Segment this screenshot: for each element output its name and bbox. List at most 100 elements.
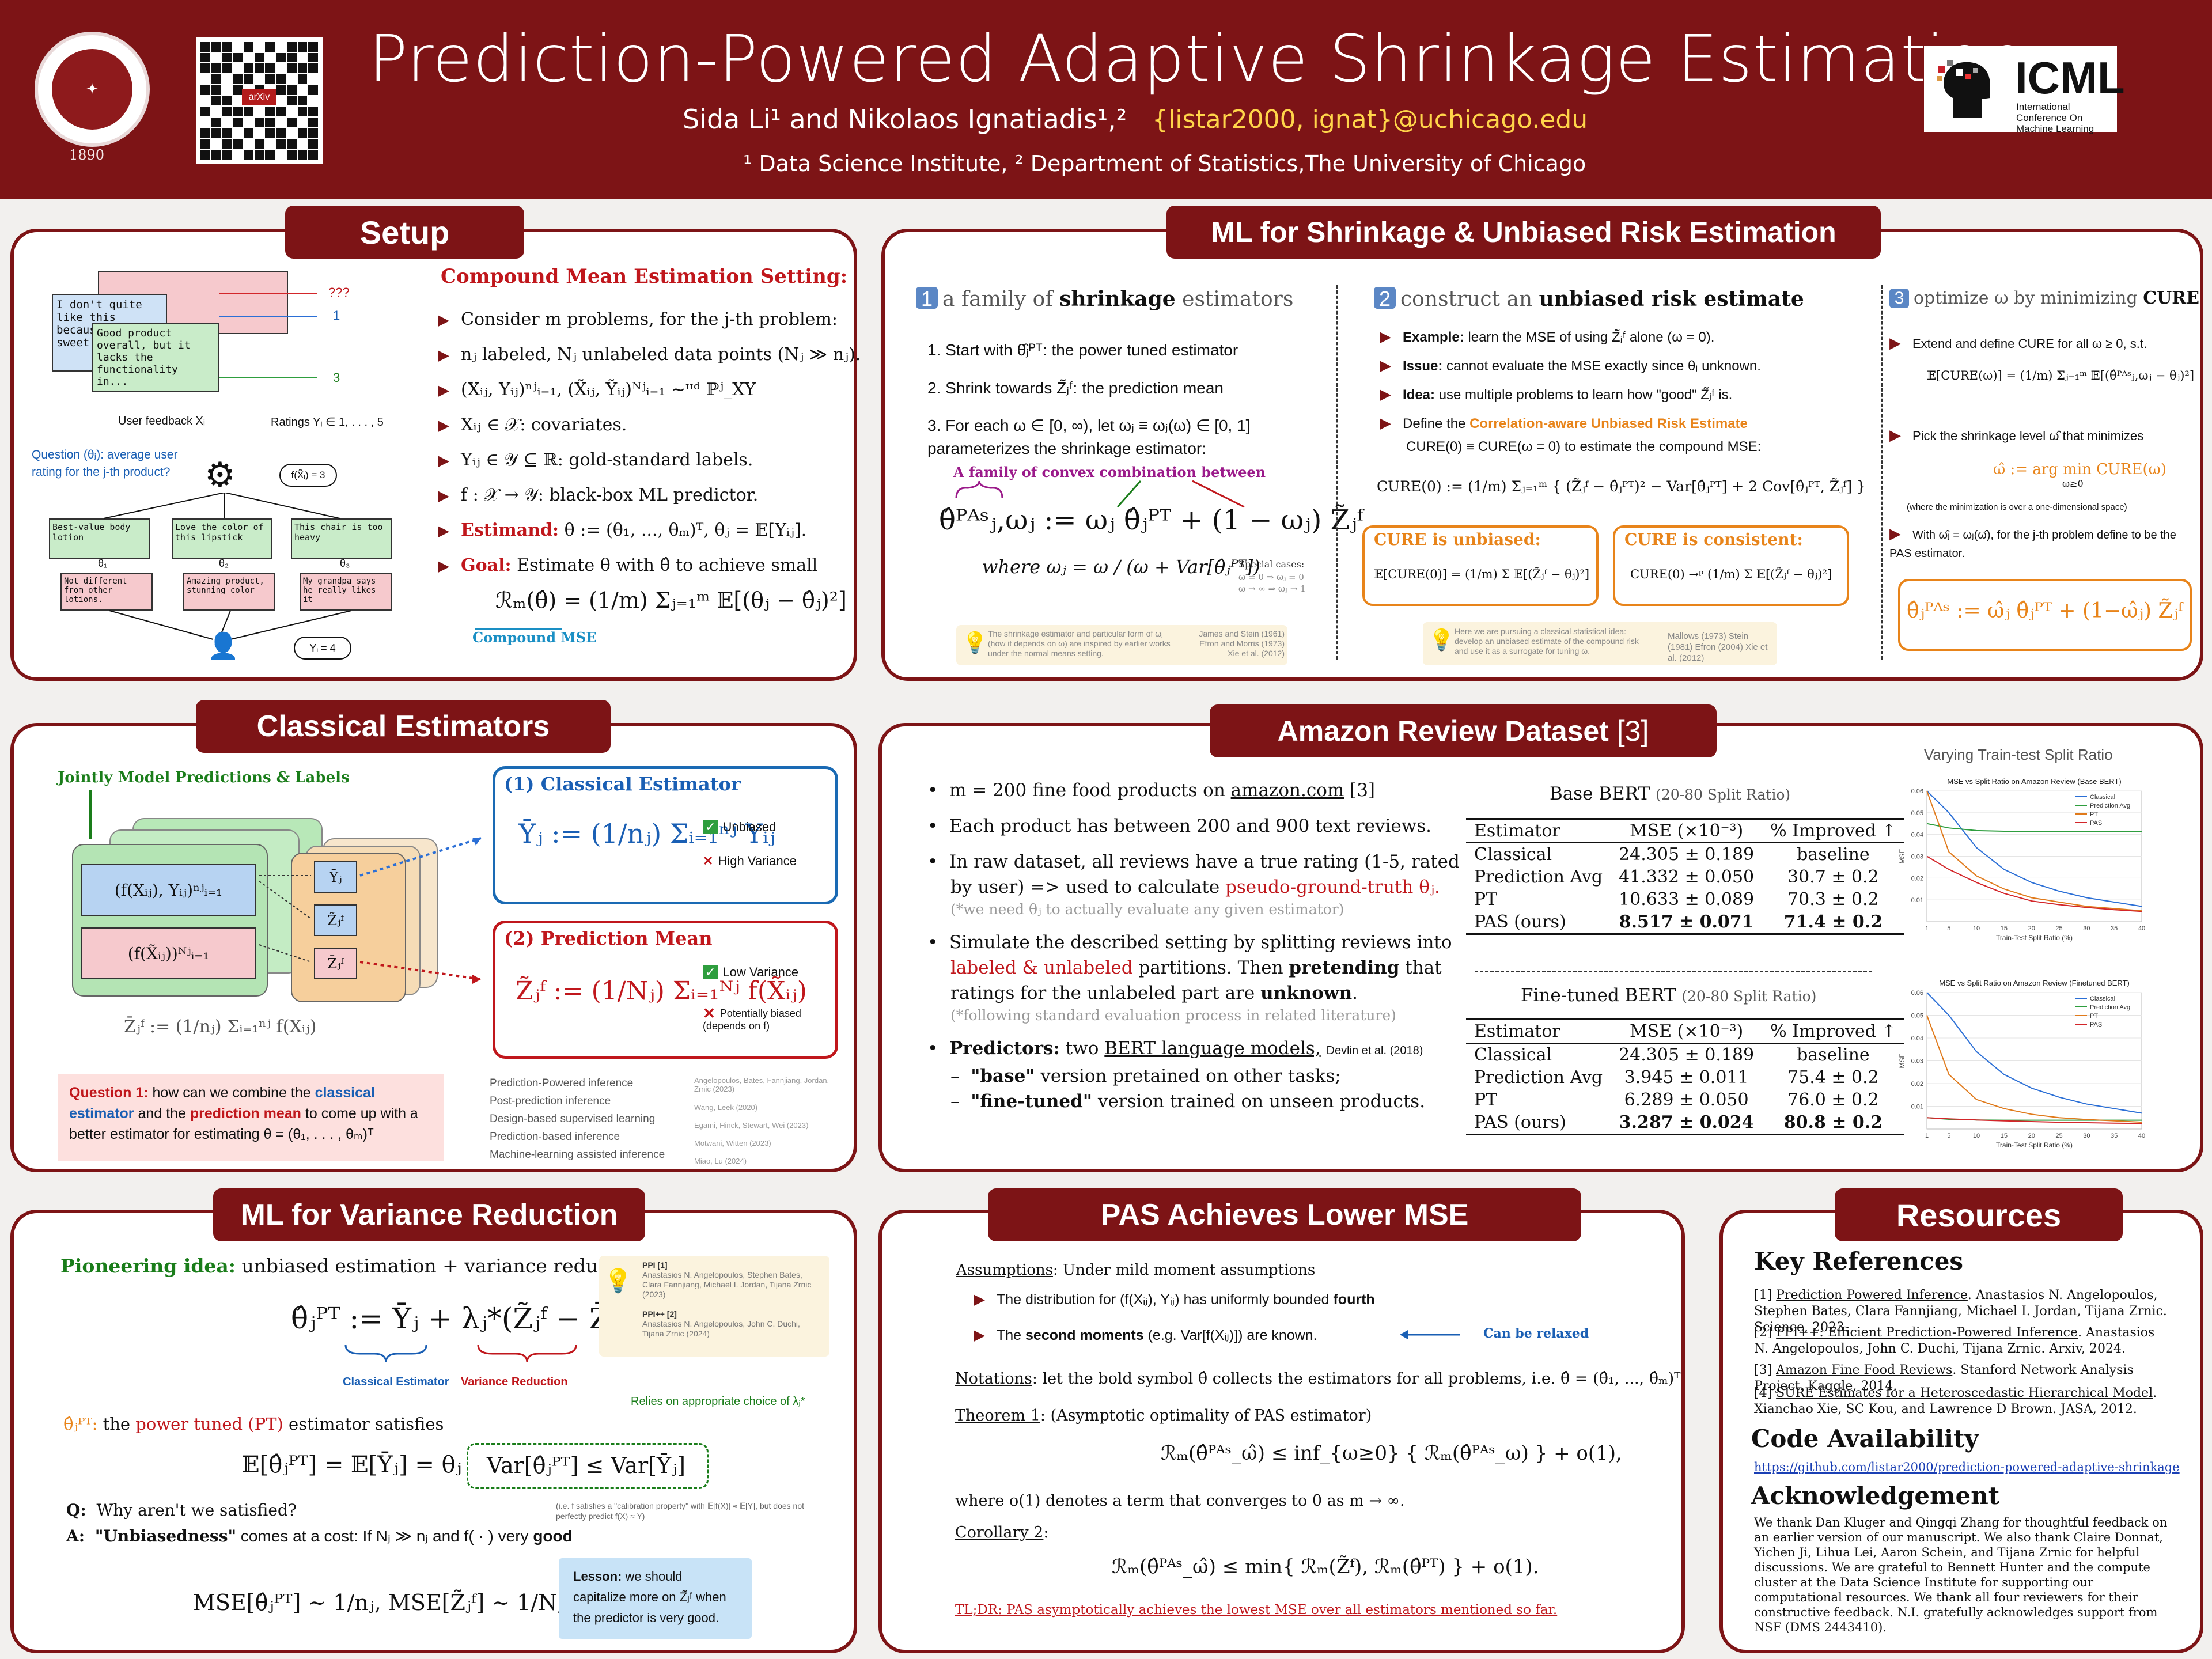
amazon-note: (*we need θⱼ to actually evaluate any gi… <box>950 901 1344 918</box>
check-icon: ✓ <box>703 965 718 979</box>
prediction-pro: ✓ Low Variance <box>703 965 798 980</box>
pas-final-box <box>1898 579 2192 651</box>
step-badge-1: 1 <box>916 287 938 310</box>
reference-3: [3] Amazon Fine Food Reviews. Stanford N… <box>1754 1363 2134 1393</box>
legend-entry: PAS <box>2090 1021 2102 1028</box>
y-tick-label: 0.06 <box>1911 990 1923 997</box>
phoenix-icon: ✦ <box>52 49 132 130</box>
x-tick-label: 25 <box>2055 1132 2062 1139</box>
finetuned-bert-mse-chart: MSE vs Split Ratio on Amazon Review (Fin… <box>1898 979 2145 1149</box>
base-bert-mse-chart: MSE vs Split Ratio on Amazon Review (Bas… <box>1898 777 2145 942</box>
pas-title: PAS Achieves Lower MSE <box>988 1188 1581 1241</box>
reference-link[interactable]: SURE Estimates for a Heteroscedastic Hie… <box>1776 1386 2153 1400</box>
setup-bullet: ▶ Goal: Estimate θ with θ̂ to achieve sma… <box>438 555 818 575</box>
table-1-title: Base BERT (20-80 Split Ratio) <box>1550 783 1791 804</box>
ref-author: Egami, Hinck, Stewart, Wei (2023) <box>694 1121 809 1130</box>
email[interactable]: {listar2000, ignat}@uchicago.edu <box>1152 105 1588 134</box>
y-tick-label: 0.02 <box>1911 1081 1923 1088</box>
ref-author: Motwani, Witten (2023) <box>694 1139 771 1147</box>
amazon-bullet: • Each product has between 200 and 900 t… <box>927 816 1432 836</box>
review-card-2: Amazing product, stunning color <box>183 573 275 611</box>
prediction-bubble: f(X̃ᵢ) = 3 <box>279 464 337 487</box>
ack-heading: Acknowledgement <box>1751 1482 2000 1510</box>
theta-2: θ₂ <box>219 558 229 569</box>
legend-entry: PAS <box>2090 820 2102 827</box>
code-link[interactable]: https://github.com/listar2000/prediction… <box>1754 1460 2180 1474</box>
label-bubble: Yᵢ = 4 <box>294 637 351 660</box>
y-tick-label: 0.04 <box>1911 832 1923 839</box>
theta-1: θ₁ <box>98 558 108 569</box>
x-tick-label: 5 <box>1947 1132 1950 1139</box>
a-label: A: "Unbiasedness" comes at a cost: If Nⱼ… <box>66 1527 573 1546</box>
col3-bullet-3: ▶ With ω̂ⱼ = ωⱼ(ω̂), for the j-th problem… <box>1889 525 2176 560</box>
cure-expectation: 𝔼[CURE(ω)] = (1/m) Σⱼ₌₁ᵐ 𝔼[(θ̂ᴾᴬˢⱼ,ωⱼ − … <box>1927 369 2195 382</box>
prediction-formula: Z̃ⱼᶠ := (1/Nⱼ) Σᵢ₌₁ᴺʲ f(X̃ᵢⱼ) <box>516 976 807 1006</box>
special-case-2: ω → ∞ ⇒ ωⱼ → 1 <box>1238 584 1306 594</box>
x-tick-label: 35 <box>2111 1132 2118 1139</box>
table-row: Classical 24.305 ± 0.189 baseline <box>1474 844 1870 865</box>
y-tick-label: 0.06 <box>1911 788 1923 795</box>
user-icon: 👤 <box>207 631 239 661</box>
col-header: MSE (×10⁻³) <box>1611 818 1763 843</box>
legend-entry: Classical <box>2090 794 2115 801</box>
col1-cite: James and Stein (1961) Efron and Morris … <box>1199 629 1285 658</box>
legend-entry: Classical <box>2090 995 2115 1002</box>
mse-rates: MSE[θ̂ⱼᴾᵀ] ~ 1/nⱼ, MSE[Z̃ⱼᶠ] ~ 1/Nⱼ . <box>193 1590 577 1615</box>
classical-title: Classical Estimators <box>196 700 611 753</box>
series-line <box>1926 790 2142 912</box>
setup-heading: Compound Mean Estimation Setting: <box>441 265 848 288</box>
col2-bullet: ▶ Define the Correlation-aware Unbiased R… <box>1380 414 1748 431</box>
review-card-1: Not different from other lotions. <box>60 573 153 611</box>
pt-description: θ̂ⱼᴾᵀ: the power tuned (PT) estimator sa… <box>63 1414 444 1434</box>
can-be-relaxed: Can be relaxed <box>1483 1326 1589 1341</box>
col-header: MSE (×10⁻³) <box>1611 1018 1763 1044</box>
reference-2: [2] PPI++: Efficient Prediction-Powered … <box>1754 1325 2155 1356</box>
where-note: where o(1) denotes a term that converges… <box>955 1492 1405 1510</box>
unbiased-formula: 𝔼[CURE(0)] = (1/m) Σ 𝔼[(Z̃ⱼᶠ − θⱼ)²] <box>1374 567 1590 581</box>
col1-step: 1. Start with θ̂ⱼᴾᵀ: the power tuned est… <box>927 341 1238 359</box>
series-line <box>1926 1117 2142 1124</box>
classical-refs: Prediction-Powered inference Post-predic… <box>490 1074 665 1164</box>
x-tick-label: 10 <box>1973 1132 1980 1139</box>
col2-bullet: ▶ Issue: cannot evaluate the MSE exactly … <box>1380 357 1761 374</box>
column-divider <box>1336 285 1338 660</box>
arrow-down-icon <box>89 790 92 839</box>
icml-logo: ICML International Conference On Machine… <box>1924 46 2125 134</box>
setup-bullet: ▶ Consider m problems, for the j-th probl… <box>438 309 838 329</box>
reference-link[interactable]: Amazon Fine Food Reviews <box>1776 1363 1953 1377</box>
qr-code-icon[interactable] <box>196 37 323 164</box>
legend-entry: Prediction Avg <box>2090 802 2130 809</box>
lesson-box: Lesson: we should capitalize more on Z̃ⱼ… <box>559 1558 752 1639</box>
arrow-left-icon <box>1400 1330 1460 1339</box>
variance-eq-box <box>467 1443 709 1489</box>
lightbulb-icon: 💡 <box>962 631 988 655</box>
series-line <box>1926 855 2142 912</box>
legend-entry: PT <box>2090 811 2098 818</box>
table-header-row: Estimator MSE (×10⁻³)% Improved ↑ <box>1466 818 1904 843</box>
reference-link[interactable]: Prediction Powered Inference <box>1776 1288 1968 1302</box>
prediction-box-title: (2) Prediction Mean <box>504 927 713 949</box>
col2-heading: 2 construct an unbiased risk estimate <box>1374 287 1804 311</box>
assumption-1: ▶ The distribution for (f(Xᵢⱼ), Yᵢⱼ) has … <box>974 1290 1375 1308</box>
col-header: Estimator <box>1466 1018 1611 1044</box>
lightbulb-icon: 💡 <box>604 1268 632 1294</box>
col3-bullet-1: ▶ Extend and define CURE for all ω ≥ 0, s… <box>1889 334 2147 351</box>
unbiased-box <box>1362 525 1599 606</box>
labeled-data: (f(Xᵢⱼ), Yᵢⱼ)ⁿʲᵢ₌₁ <box>81 864 256 916</box>
theorem-1: Theorem 1: (Asymptotic optimality of PAS… <box>955 1407 1372 1425</box>
user-feedback-label: User feedback Xᵢ <box>118 415 205 427</box>
setup-bullet: ▶ Xᵢⱼ ∈ 𝒳: covariates. <box>438 415 627 435</box>
code-heading: Code Availability <box>1751 1425 1979 1453</box>
risk-formula: ℛₘ(θ̂) = (1/m) Σⱼ₌₁ᵐ 𝔼[(θⱼ − θ̂ⱼ)²] <box>495 588 847 613</box>
reference-link[interactable]: PPI++: Efficient Prediction-Powered Infe… <box>1776 1325 2078 1340</box>
y-axis-label: MSE <box>1898 849 1906 863</box>
corollary-2: Corollary 2: <box>955 1524 1049 1541</box>
chart-title: MSE vs Split Ratio on Amazon Review (Bas… <box>1947 777 2122 786</box>
y-tick-label: 0.05 <box>1911 1013 1923 1020</box>
key-refs-heading: Key References <box>1754 1247 1964 1275</box>
joint-label: Jointly Model Predictions & Labels <box>58 769 350 786</box>
product-arrows <box>103 493 352 640</box>
ref-author: Miao, Lu (2024) <box>694 1157 747 1165</box>
rating-3: 3 <box>333 370 340 385</box>
prediction-con: ✕ Potentially biased (depends on f) <box>703 1005 801 1032</box>
